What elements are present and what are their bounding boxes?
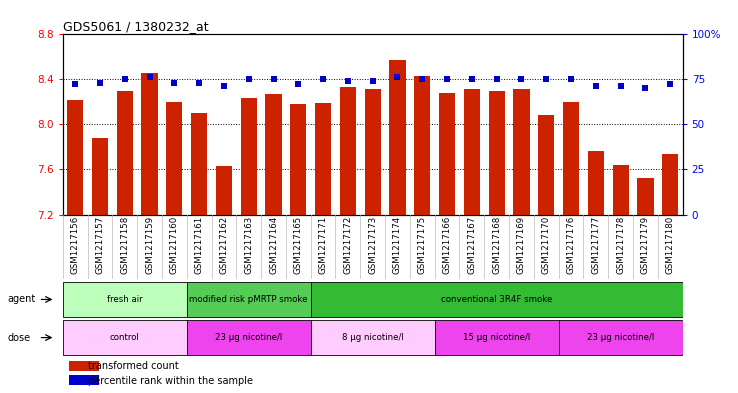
Point	[516, 76, 528, 82]
Point	[565, 76, 577, 82]
Point	[367, 78, 379, 84]
Text: control: control	[110, 333, 139, 342]
Point	[416, 76, 428, 82]
Bar	[563, 102, 579, 215]
Text: percentile rank within the sample: percentile rank within the sample	[88, 376, 252, 386]
Text: GSM1217158: GSM1217158	[120, 216, 129, 274]
Bar	[290, 104, 306, 215]
Text: GSM1217177: GSM1217177	[591, 216, 600, 274]
Point	[640, 85, 652, 91]
Point	[168, 79, 180, 86]
Point	[540, 76, 552, 82]
Bar	[69, 361, 99, 371]
Bar	[63, 320, 187, 355]
Point	[193, 79, 205, 86]
Bar	[559, 320, 683, 355]
Bar	[311, 282, 683, 317]
Text: GSM1217174: GSM1217174	[393, 216, 402, 274]
Bar	[311, 320, 435, 355]
Point	[292, 81, 304, 88]
Bar	[587, 151, 604, 215]
Text: GDS5061 / 1380232_at: GDS5061 / 1380232_at	[63, 20, 208, 33]
Text: GSM1217173: GSM1217173	[368, 216, 377, 274]
Text: GSM1217167: GSM1217167	[467, 216, 476, 274]
Bar	[339, 87, 356, 215]
Text: GSM1217166: GSM1217166	[443, 216, 452, 274]
Bar	[142, 73, 158, 215]
Text: 15 μg nicotine/l: 15 μg nicotine/l	[463, 333, 531, 342]
Point	[491, 76, 503, 82]
Bar	[241, 98, 257, 215]
Text: GSM1217161: GSM1217161	[195, 216, 204, 274]
Text: GSM1217168: GSM1217168	[492, 216, 501, 274]
Point	[392, 74, 404, 80]
Text: GSM1217156: GSM1217156	[71, 216, 80, 274]
Point	[317, 76, 329, 82]
Text: GSM1217157: GSM1217157	[95, 216, 104, 274]
Bar	[514, 89, 530, 215]
Bar	[489, 92, 505, 215]
Text: transformed count: transformed count	[88, 362, 179, 371]
Text: modified risk pMRTP smoke: modified risk pMRTP smoke	[190, 295, 308, 304]
Point	[268, 76, 280, 82]
Bar	[187, 282, 311, 317]
Bar	[69, 375, 99, 385]
Point	[590, 83, 601, 89]
Text: GSM1217178: GSM1217178	[616, 216, 625, 274]
Text: GSM1217160: GSM1217160	[170, 216, 179, 274]
Point	[342, 78, 354, 84]
Text: conventional 3R4F smoke: conventional 3R4F smoke	[441, 295, 552, 304]
Bar	[613, 165, 629, 215]
Text: agent: agent	[7, 294, 35, 305]
Point	[144, 74, 156, 80]
Bar	[191, 113, 207, 215]
Bar	[92, 138, 108, 215]
Text: GSM1217163: GSM1217163	[244, 216, 253, 274]
Bar	[365, 89, 381, 215]
Text: GSM1217162: GSM1217162	[219, 216, 228, 274]
Text: GSM1217180: GSM1217180	[666, 216, 675, 274]
Bar	[63, 282, 187, 317]
Text: GSM1217179: GSM1217179	[641, 216, 650, 274]
Text: GSM1217171: GSM1217171	[319, 216, 328, 274]
Bar	[166, 102, 182, 215]
Text: 8 μg nicotine/l: 8 μg nicotine/l	[342, 333, 404, 342]
Bar	[463, 89, 480, 215]
Point	[243, 76, 255, 82]
Point	[94, 79, 106, 86]
Bar	[266, 94, 282, 215]
Text: GSM1217176: GSM1217176	[567, 216, 576, 274]
Point	[69, 81, 81, 88]
Bar	[414, 75, 430, 215]
Point	[615, 83, 627, 89]
Bar	[439, 93, 455, 215]
Bar	[435, 320, 559, 355]
Text: GSM1217170: GSM1217170	[542, 216, 551, 274]
Text: 23 μg nicotine/l: 23 μg nicotine/l	[587, 333, 655, 342]
Text: fresh air: fresh air	[107, 295, 142, 304]
Text: GSM1217175: GSM1217175	[418, 216, 427, 274]
Bar	[117, 92, 133, 215]
Point	[218, 83, 230, 89]
Text: GSM1217164: GSM1217164	[269, 216, 278, 274]
Text: GSM1217169: GSM1217169	[517, 216, 526, 274]
Bar	[67, 101, 83, 215]
Point	[664, 81, 676, 88]
Bar	[215, 166, 232, 215]
Bar	[390, 60, 406, 215]
Point	[466, 76, 477, 82]
Bar	[538, 115, 554, 215]
Bar	[662, 154, 678, 215]
Bar	[638, 178, 654, 215]
Point	[441, 76, 453, 82]
Bar	[315, 103, 331, 215]
Text: GSM1217172: GSM1217172	[343, 216, 352, 274]
Text: 23 μg nicotine/l: 23 μg nicotine/l	[215, 333, 283, 342]
Text: dose: dose	[7, 332, 30, 343]
Text: GSM1217165: GSM1217165	[294, 216, 303, 274]
Text: GSM1217159: GSM1217159	[145, 216, 154, 274]
Point	[119, 76, 131, 82]
Bar	[187, 320, 311, 355]
